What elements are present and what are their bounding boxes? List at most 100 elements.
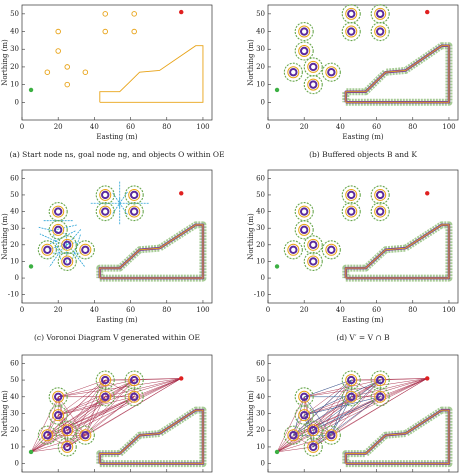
y-tick-label: 30: [10, 45, 19, 53]
x-tick-label: 60: [372, 306, 381, 314]
y-tick-label: 50: [10, 376, 19, 384]
graph-edge: [293, 379, 352, 436]
object: [309, 62, 318, 72]
graph-edge: [58, 396, 106, 416]
y-tick-label: -10: [8, 291, 19, 299]
graph-edge: [67, 396, 135, 431]
object: [81, 431, 90, 440]
object-ring: [128, 374, 141, 387]
x-tick-label: 80: [162, 123, 171, 131]
graph-edge: [293, 396, 352, 436]
object-ring: [374, 188, 387, 201]
y-axis-label: Northing (m): [247, 39, 255, 86]
object-ring: [128, 390, 141, 403]
voronoi-edge: [48, 224, 77, 232]
object: [375, 9, 385, 19]
object-buffer: [294, 21, 314, 42]
object: [299, 27, 309, 36]
y-tick-label: 0: [261, 460, 265, 468]
x-tick-label: 0: [266, 123, 270, 131]
y-tick-label: 20: [10, 241, 19, 249]
object: [53, 225, 63, 235]
object-buffer: [37, 425, 57, 445]
object-ring: [99, 374, 112, 387]
object: [347, 392, 356, 401]
graph-edge: [134, 378, 182, 381]
object-ring: [99, 188, 112, 201]
graph-edge: [303, 396, 332, 436]
y-tick-label: 30: [10, 410, 19, 418]
voronoi-edge: [67, 244, 85, 267]
object-ring: [99, 390, 112, 403]
y-tick-label: 40: [10, 208, 19, 216]
object-buffer: [321, 240, 341, 260]
object-ring: [345, 374, 358, 387]
object-ring: [307, 424, 320, 437]
y-tick-label: 0: [15, 98, 19, 106]
graph-edge: [67, 396, 135, 448]
object-buffer: [95, 370, 115, 390]
y-tick-label: 10: [256, 81, 265, 89]
start-node: [274, 264, 280, 269]
object-buffer: [283, 240, 303, 260]
object-ring: [52, 409, 65, 422]
x-tick-label: 100: [196, 123, 209, 131]
graph-edge: [351, 378, 428, 398]
graph-edge: [304, 379, 352, 416]
object: [309, 257, 318, 266]
object-buffer: [124, 370, 144, 390]
caption: (c) Voronoi Diagram V generated within O…: [34, 333, 200, 342]
graph-edge: [67, 378, 182, 431]
object-ring: [374, 390, 387, 403]
object-ring: [345, 390, 358, 403]
object-ring: [345, 7, 358, 20]
object-ring: [79, 243, 92, 256]
goal-node: [179, 9, 184, 15]
object-ring: [374, 25, 387, 38]
object-ring: [41, 429, 54, 442]
obstacle: [99, 45, 204, 103]
y-tick-label: 40: [10, 28, 19, 36]
y-tick-label: 20: [10, 63, 19, 71]
object-ring: [287, 66, 300, 79]
x-tick-label: 40: [336, 306, 345, 314]
object-ring: [325, 243, 338, 256]
object: [327, 431, 336, 440]
object-ring: [61, 255, 74, 268]
graph-edge: [47, 396, 106, 436]
object: [102, 11, 108, 17]
caption: (d) V′ = V ∩ B: [336, 333, 390, 342]
graph-edge: [304, 396, 352, 416]
graph-edge: [276, 396, 381, 453]
y-axis-label: Northing (m): [1, 39, 9, 86]
graph-edge: [67, 378, 182, 448]
object-ring: [298, 45, 311, 57]
y-tick-label: 50: [10, 191, 19, 199]
object-buffer: [303, 75, 323, 95]
start-node: [274, 449, 280, 455]
object-ring: [298, 223, 311, 236]
graph-edge: [58, 396, 135, 416]
object: [347, 207, 356, 216]
object-buffer: [124, 387, 144, 407]
object-buffer: [303, 420, 323, 440]
object-buffer: [321, 425, 341, 445]
object: [102, 28, 108, 35]
y-tick-label: 30: [256, 224, 265, 232]
graph-edge: [58, 379, 106, 398]
object: [53, 392, 63, 401]
obstacle: [99, 224, 204, 279]
x-tick-label: 60: [126, 123, 135, 131]
object-buffer: [283, 425, 303, 445]
graph-edge: [30, 429, 68, 453]
object-buffer: [294, 220, 314, 240]
graph-edge: [57, 396, 68, 447]
y-tick-label: 10: [10, 257, 19, 265]
object-buffer: [283, 62, 303, 82]
object-ring: [345, 25, 358, 38]
object-buffer: [303, 437, 323, 457]
object-ring: [298, 25, 311, 38]
y-tick-label: 20: [256, 241, 265, 249]
object: [299, 225, 309, 235]
graph-edge: [30, 379, 106, 453]
